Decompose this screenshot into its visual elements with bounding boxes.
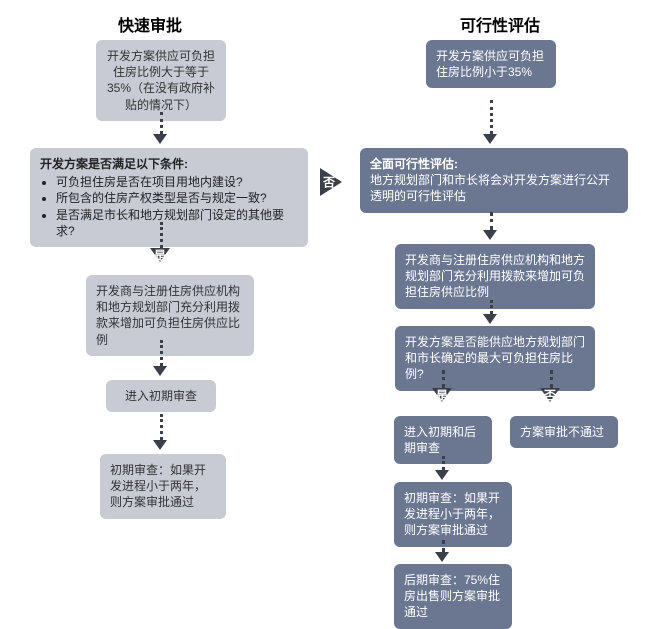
right-title: 可行性评估 [390,12,610,36]
conn-l2 [160,222,163,248]
left-box-1: 开发方案供应可负担住房比例大于等于35%（在没有政府补贴的情况下） [96,40,226,121]
right-box-2: 开发商与注册住房供应机构和地方规划部门充分利用拨款来增加可负担住房供应比例 [395,244,595,309]
left-box-3: 进入初期审查 [106,380,216,412]
conn-l1-arrow [153,134,167,144]
left-box-4: 初期审查：如果开发进程小于两年，则方案审批通过 [100,454,226,519]
conn-l4-arrow [153,440,167,450]
conn-r2 [490,212,493,230]
left-box-3-text: 进入初期审查 [125,389,197,403]
left-box-4-text: 初期审查：如果开发进程小于两年，则方案审批通过 [110,463,206,509]
right-box-5-text: 后期审查：75%住房出售则方案审批通过 [404,573,500,619]
left-cond-title: 开发方案是否满足以下条件: [40,156,298,172]
left-box-1-text: 开发方案供应可负担住房比例大于等于35%（在没有政府补贴的情况下） [107,49,215,112]
conn-r-no-arrow [540,388,560,402]
left-cond-item: 可负担住房是否在项目用地内建设? [56,174,298,190]
left-cond-item: 所包含的住房产权类型是否与规定一致? [56,190,298,206]
left-title: 快速审批 [40,12,260,36]
conn-l1 [160,112,163,134]
conn-l2-arrow [150,248,170,262]
conn-r4 [442,456,445,470]
right-eval-box: 全面可行性评估: 地方规划部门和市长将会对开发方案进行公开透明的可行性评估 [360,148,628,213]
conn-l3 [160,340,163,366]
conn-l4 [160,414,163,440]
right-yes-text: 进入初期和后期审查 [404,425,476,455]
conn-l3-arrow [153,366,167,376]
left-box-2-text: 开发商与注册住房供应机构和地方规划部门充分利用拨款来增加可负担住房供应比例 [96,284,240,347]
conn-r1-arrow [483,134,497,144]
right-box-1: 开发方案供应可负担住房比例小于35% [426,40,556,88]
right-eval-body: 地方规划部门和市长将会对开发方案进行公开透明的可行性评估 [370,172,618,204]
left-cond-item: 是否满足市长和地方规划部门设定的其他要求? [56,207,298,239]
conn-r1 [490,100,493,134]
right-no-box: 方案审批不通过 [510,416,618,448]
left-cond-list: 可负担住房是否在项目用地内建设? 所包含的住房产权类型是否与规定一致? 是否满足… [56,174,298,239]
right-box-1-text: 开发方案供应可负担住房比例小于35% [436,49,544,79]
conn-r3-arrow [483,314,497,324]
conn-r-yes-arrow [432,388,452,402]
right-box-3: 开发方案是否能供应地方规划部门和市长确定的最大可负担住房比例? [395,326,595,391]
left-box-2: 开发商与注册住房供应机构和地方规划部门充分利用拨款来增加可负担住房供应比例 [86,275,254,356]
right-box-4-text: 初期审查：如果开发进程小于两年，则方案审批通过 [404,491,500,537]
conn-r-no [550,370,553,388]
right-box-4: 初期审查：如果开发进程小于两年，则方案审批通过 [394,482,512,547]
right-eval-title: 全面可行性评估: [370,156,618,172]
right-box-3-text: 开发方案是否能供应地方规划部门和市长确定的最大可负担住房比例? [405,335,585,381]
conn-r-yes [442,370,445,388]
right-box-2-text: 开发商与注册住房供应机构和地方规划部门充分利用拨款来增加可负担住房供应比例 [405,253,585,299]
conn-no-arrow [320,168,342,196]
conn-r5 [442,540,445,552]
conn-r3 [490,300,493,314]
left-cond-box: 开发方案是否满足以下条件: 可负担住房是否在项目用地内建设? 所包含的住房产权类… [30,148,308,247]
conn-r2-arrow [483,230,497,240]
right-box-5: 后期审查：75%住房出售则方案审批通过 [394,564,512,629]
conn-r5-arrow [435,552,449,562]
right-no-text: 方案审批不通过 [520,425,604,439]
conn-r4-arrow [435,470,449,480]
